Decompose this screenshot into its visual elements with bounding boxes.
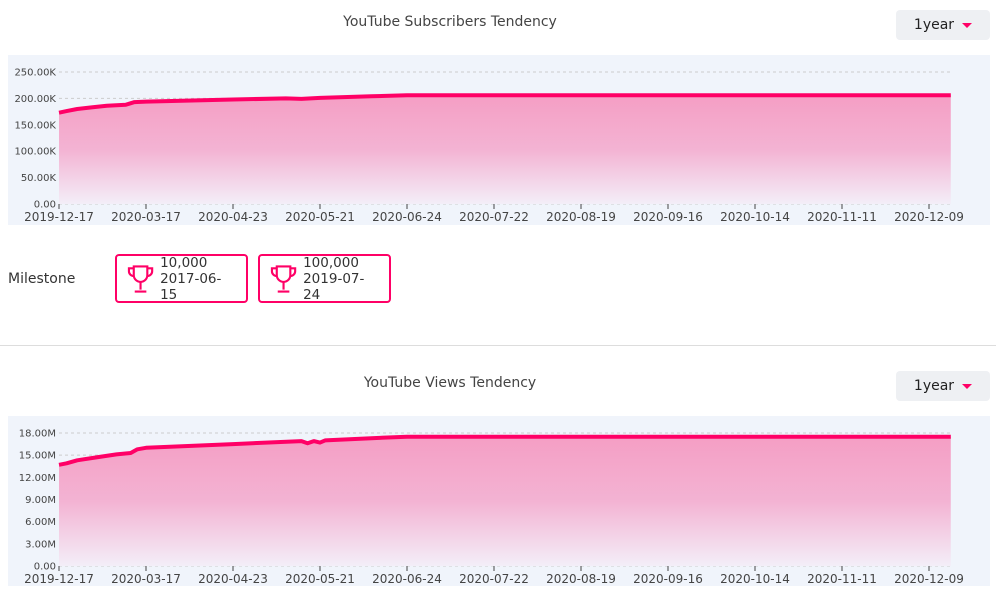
views-range-dropdown[interactable]: 1year [896, 371, 990, 401]
x-tick-label: 2020-08-19 [546, 572, 616, 586]
caret-down-icon [962, 383, 973, 389]
milestone-label: Milestone [8, 271, 76, 287]
trophy-icon [270, 264, 297, 293]
range-value: 1year [913, 17, 955, 33]
y-tick-label: 50.00K [21, 173, 57, 184]
x-tick-label: 2019-12-17 [24, 210, 94, 224]
x-tick-label: 2020-11-11 [807, 572, 877, 586]
y-tick-label: 100.00K [14, 147, 56, 158]
views-title: YouTube Views Tendency [363, 375, 537, 391]
series-line [58, 434, 951, 467]
milestone-card: 100,000 2019-07-24 [258, 254, 391, 303]
range-value: 1year [913, 378, 955, 394]
milestone-card: 10,000 2017-06-15 [115, 254, 248, 303]
x-tick-label: 2020-11-11 [807, 210, 877, 224]
subscribers-chart: 0.00 50.00K 100.00K 150.00K 200.00K 250.00K 20… [8, 55, 990, 225]
y-tick-label: 18.00M [19, 429, 56, 440]
x-tick-label: 2020-04-23 [198, 210, 268, 224]
subscribers-range-dropdown[interactable]: 1year [896, 10, 990, 40]
x-tick-label: 2020-03-17 [111, 210, 181, 224]
milestone-value: 10,000 [160, 254, 208, 271]
series-area [59, 436, 951, 566]
series-area [59, 95, 951, 204]
x-tick-label: 2020-07-22 [459, 572, 529, 586]
views-chart: 0.00 3.00M 6.00M 9.00M 12.00M 15.00M 18.00M 201… [8, 416, 990, 586]
x-tick-label: 2020-05-21 [285, 572, 355, 586]
milestone-value: 100,000 [303, 254, 359, 271]
y-tick-label: 3.00M [25, 539, 56, 550]
x-tick-label: 2020-12-09 [894, 210, 964, 224]
x-tick-label: 2020-05-21 [285, 210, 355, 224]
x-tick-label: 2020-12-09 [894, 572, 964, 586]
x-tick-label: 2020-10-14 [720, 210, 790, 224]
milestone-date: 2019-07-24 [303, 270, 365, 303]
y-tick-label: 12.00M [19, 473, 56, 484]
y-tick-label: 0.00 [34, 562, 56, 573]
x-tick-label: 2020-09-16 [633, 572, 703, 586]
divider [0, 345, 996, 346]
y-tick-label: 150.00K [14, 120, 56, 131]
x-tick-label: 2020-04-23 [198, 572, 268, 586]
milestone-date: 2017-06-15 [160, 270, 222, 303]
y-tick-label: 250.00K [14, 68, 56, 79]
y-tick-label: 0.00 [34, 200, 56, 211]
x-tick-label: 2020-08-19 [546, 210, 616, 224]
x-tick-label: 2020-03-17 [111, 572, 181, 586]
subscribers-title: YouTube Subscribers Tendency [343, 14, 557, 30]
x-tick-label: 2020-07-22 [459, 210, 529, 224]
x-tick-label: 2020-06-24 [372, 210, 442, 224]
x-tick-label: 2020-09-16 [633, 210, 703, 224]
y-tick-label: 9.00M [25, 495, 56, 506]
x-tick-label: 2020-06-24 [372, 572, 442, 586]
y-tick-label: 200.00K [14, 94, 56, 105]
y-tick-label: 15.00M [19, 451, 56, 462]
y-tick-label: 6.00M [25, 517, 56, 528]
caret-down-icon [962, 22, 973, 28]
x-tick-label: 2020-10-14 [720, 572, 790, 586]
trophy-icon [127, 264, 154, 293]
series-line [58, 93, 951, 115]
x-tick-label: 2019-12-17 [24, 572, 94, 586]
